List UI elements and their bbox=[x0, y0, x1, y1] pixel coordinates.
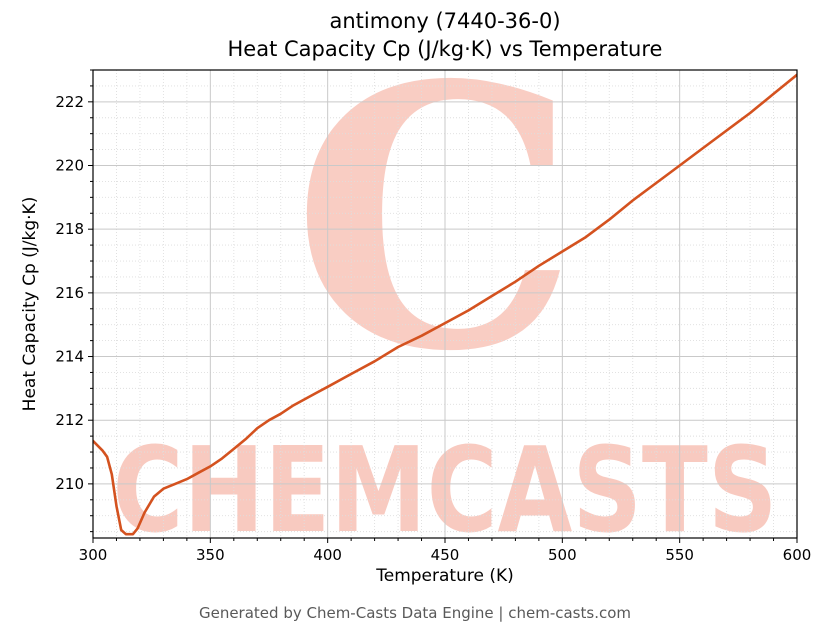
chart-title-line1: antimony (7440-36-0) bbox=[329, 9, 561, 33]
x-axis-label: Temperature (K) bbox=[376, 566, 514, 586]
y-tick-label: 212 bbox=[55, 411, 84, 429]
y-tick-label: 218 bbox=[55, 220, 84, 238]
x-tick-label: 600 bbox=[783, 546, 812, 564]
x-tick-label: 400 bbox=[313, 546, 342, 564]
y-tick-label: 222 bbox=[55, 93, 84, 111]
series-line-cp bbox=[93, 73, 797, 536]
footer-attribution: Generated by Chem-Casts Data Engine | ch… bbox=[198, 604, 632, 622]
x-tick-label: 350 bbox=[196, 546, 225, 564]
y-tick-label: 210 bbox=[55, 475, 84, 493]
tick-labels: 300 350 400 450 500 550 600 210 212 214 216 218 220 2… bbox=[55, 93, 811, 564]
chart-title-line2: Heat Capacity Cp (J/kg·K) vs Temperature bbox=[227, 36, 663, 61]
x-tick-label: 500 bbox=[548, 546, 577, 564]
x-tick-label: 450 bbox=[431, 546, 460, 564]
x-tick-label: 300 bbox=[79, 546, 108, 564]
y-axis-label: Heat Capacity Cp (J/kg·K) bbox=[20, 196, 40, 412]
chart-title: antimony (7440-36-0) Heat Capacity Cp (J… bbox=[93, 8, 797, 63]
axis-ticks bbox=[88, 69, 798, 543]
y-tick-label: 214 bbox=[55, 348, 84, 366]
watermark-c-logo: C bbox=[292, 7, 579, 430]
x-tick-label: 550 bbox=[665, 546, 694, 564]
y-tick-label: 220 bbox=[55, 157, 84, 175]
y-tick-label: 216 bbox=[55, 284, 84, 302]
